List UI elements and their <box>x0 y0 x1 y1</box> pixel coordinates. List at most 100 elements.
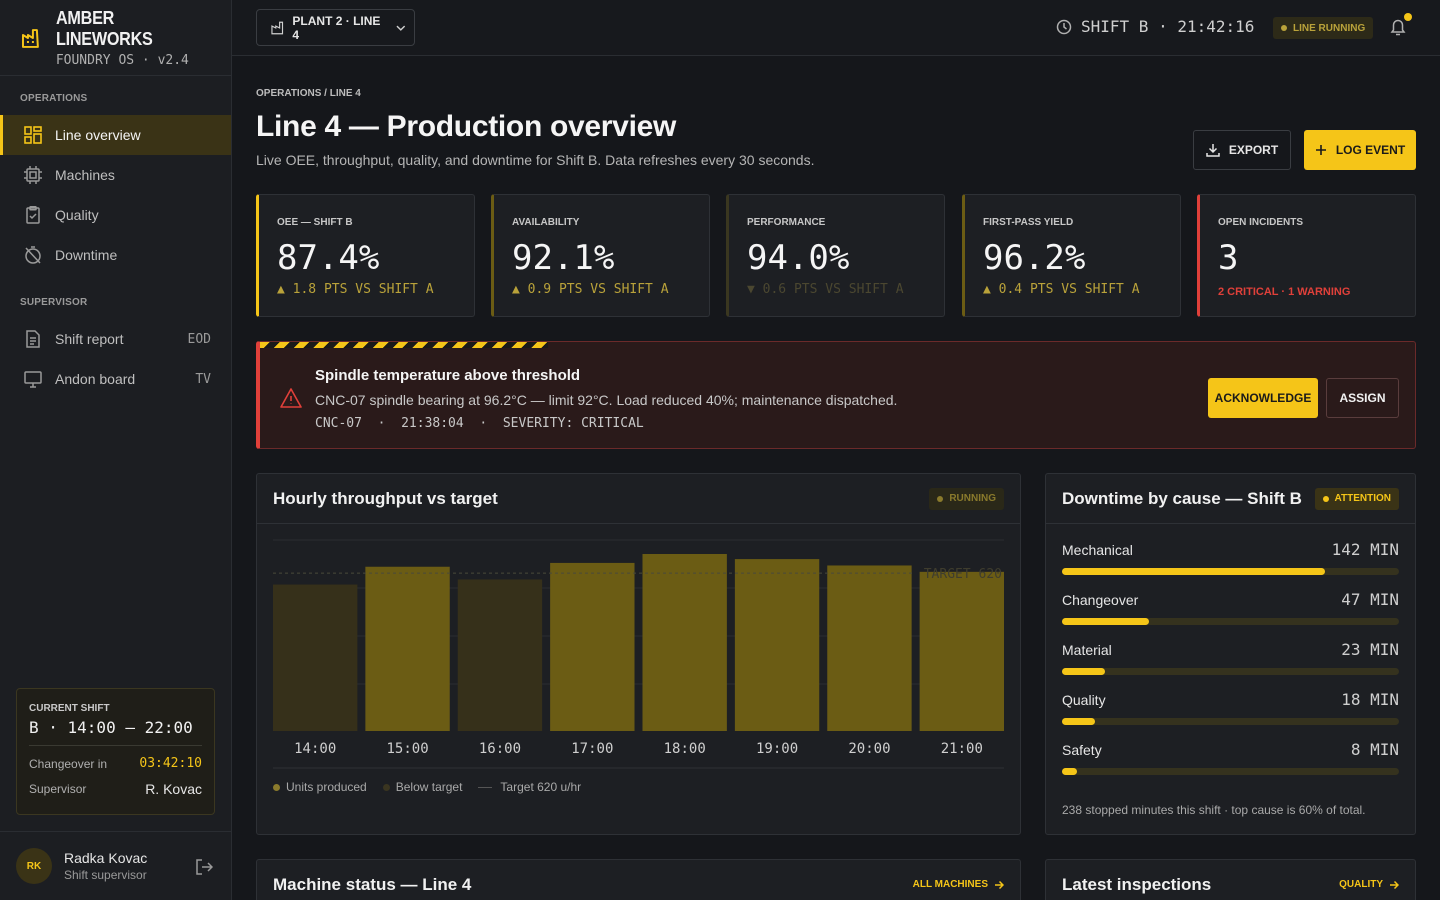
line-status-badge: LINE RUNNING <box>1273 17 1374 39</box>
monitor-icon <box>24 370 42 388</box>
sidebar-item-label: Andon board <box>55 371 136 387</box>
kpi-label: OEE — SHIFT B <box>277 217 353 228</box>
throughput-bar <box>827 565 912 731</box>
supervisor-row: Supervisor R. Kovac <box>29 781 202 797</box>
quality-link[interactable]: QUALITY <box>1339 879 1399 890</box>
kpi-card-open-incidents: OPEN INCIDENTS 3 2 CRITICAL · 1 WARNING <box>1197 194 1416 317</box>
clock-icon <box>1056 19 1072 34</box>
clipboard-check-icon <box>24 206 42 224</box>
sidebar-item-machines[interactable]: Machines <box>0 155 231 195</box>
sidebar-item-shift-report[interactable]: Shift report EOD <box>0 319 231 359</box>
throughput-bar <box>457 579 543 731</box>
kpi-delta: ▼ 0.6 PTS VS SHIFT A <box>747 282 904 297</box>
downtime-bar-track <box>1062 618 1399 625</box>
link-label: QUALITY <box>1339 879 1383 890</box>
downtime-bar-fill <box>1062 718 1096 725</box>
arrow-right-icon <box>995 880 1004 889</box>
kpi-delta: ▲ 1.8 PTS VS SHIFT A <box>277 282 434 297</box>
kpi-card-performance: PERFORMANCE 94.0% ▼ 0.6 PTS VS SHIFT A <box>726 194 945 317</box>
legend-line <box>478 786 493 788</box>
kpi-card-first-pass-yield: FIRST-PASS YIELD 96.2% ▲ 0.4 PTS VS SHIF… <box>962 194 1181 317</box>
timer-off-icon <box>24 246 42 264</box>
plant-line-select[interactable]: PLANT 2 · LINE 4 <box>256 9 415 46</box>
downtime-bar-track <box>1062 768 1399 775</box>
downtime-cause: Mechanical <box>1062 541 1133 558</box>
export-label: EXPORT <box>1228 143 1279 157</box>
sidebar-item-andon-board[interactable]: Andon board TV <box>0 359 231 399</box>
attention-badge-text: ATTENTION <box>1334 493 1391 504</box>
downtime-minutes: 47 MIN <box>1341 590 1399 609</box>
attention-badge: ATTENTION <box>1314 487 1399 510</box>
changeover-row: Changeover in 03:42:10 <box>29 756 202 771</box>
logout-icon[interactable] <box>195 858 213 876</box>
downtime-minutes: 142 MIN <box>1331 540 1399 559</box>
legend-target: Target 620 u/hr <box>478 780 581 794</box>
kpi-value: 87.4% <box>277 238 380 278</box>
sidebar-item-quality[interactable]: Quality <box>0 195 231 235</box>
hazard-stripe <box>260 342 548 348</box>
current-shift-label: CURRENT SHIFT <box>29 703 110 714</box>
throughput-chart: 14:00 15:00 16:00 17:00 18:00 19:00 20:00 21:00… <box>273 539 1004 769</box>
chevron-down-icon <box>396 25 406 31</box>
x-tick-label: 20:00 <box>848 741 890 757</box>
plus-icon <box>1315 145 1326 155</box>
changeover-label: Changeover in <box>29 756 108 771</box>
download-icon <box>1206 144 1220 157</box>
kpi-label: FIRST-PASS YIELD <box>983 217 1074 228</box>
kpi-value: 96.2% <box>983 238 1086 278</box>
breadcrumb: OPERATIONS / LINE 4 <box>256 88 361 99</box>
downtime-cause: Quality <box>1062 691 1106 708</box>
x-tick-label: 17:00 <box>571 741 613 757</box>
critical-alert: Spindle temperature above threshold CNC-… <box>256 341 1416 449</box>
warning-triangle-icon <box>280 388 302 408</box>
page-subtitle: Live OEE, throughput, quality, and downt… <box>256 152 815 168</box>
kpi-value: 92.1% <box>512 238 615 278</box>
sidebar-item-label: Line overview <box>55 127 141 143</box>
shift-clock: SHIFT B · 21:42:16 <box>1056 17 1254 36</box>
sidebar-item-line-overview[interactable]: Line overview <box>0 115 231 155</box>
current-shift-card: CURRENT SHIFT B · 14:00 – 22:00 Changeov… <box>16 688 215 815</box>
downtime-footer: 238 stopped minutes this shift · top cau… <box>1062 803 1366 817</box>
kpi-delta: ▲ 0.4 PTS VS SHIFT A <box>983 282 1140 297</box>
current-shift-time: B · 14:00 – 22:00 <box>29 718 202 746</box>
sidebar-item-downtime[interactable]: Downtime <box>0 235 231 275</box>
alert-description: CNC-07 spindle bearing at 96.2°C — limit… <box>315 392 898 408</box>
legend-produced: Units produced <box>273 780 367 794</box>
panel-title: Downtime by cause — Shift B <box>1062 488 1302 508</box>
downtime-bar-fill <box>1062 568 1325 575</box>
export-button[interactable]: EXPORT <box>1193 130 1291 170</box>
downtime-row: Changeover 47 MIN <box>1062 590 1399 625</box>
kpi-card-oee: OEE — SHIFT B 87.4% ▲ 1.8 PTS VS SHIFT A <box>256 194 475 317</box>
assign-button[interactable]: ASSIGN <box>1326 378 1399 418</box>
log-event-button[interactable]: LOG EVENT <box>1304 130 1416 170</box>
legend-label: Units produced <box>286 780 367 794</box>
nav-section-supervisor: SUPERVISOR <box>20 297 88 308</box>
sidebar: AMBER LINEWORKS FOUNDRY OS · v2.4 OPERAT… <box>0 0 232 900</box>
acknowledge-button[interactable]: ACKNOWLEDGE <box>1208 378 1318 418</box>
throughput-bar <box>642 554 727 731</box>
kpi-label: OPEN INCIDENTS <box>1218 217 1304 228</box>
downtime-cause: Safety <box>1062 741 1102 758</box>
user-role: Shift supervisor <box>64 868 147 882</box>
downtime-row: Material 23 MIN <box>1062 640 1399 675</box>
status-dot-icon <box>937 495 944 502</box>
downtime-row: Mechanical 142 MIN <box>1062 540 1399 575</box>
legend-swatch <box>273 783 280 791</box>
all-machines-link[interactable]: ALL MACHINES <box>913 879 1004 890</box>
bell-icon[interactable] <box>1388 17 1408 37</box>
plant-line-label: PLANT 2 · LINE 4 <box>292 13 381 42</box>
kpi-delta: 2 CRITICAL · 1 WARNING <box>1218 286 1351 298</box>
downtime-bar-fill <box>1062 668 1105 675</box>
x-tick-label: 16:00 <box>479 741 521 757</box>
throughput-bar <box>550 562 635 731</box>
panel-title: Latest inspections <box>1062 874 1212 894</box>
cpu-icon <box>24 166 42 184</box>
user-profile[interactable]: RK Radka Kovac Shift supervisor <box>0 831 231 900</box>
downtime-bar-fill <box>1062 618 1150 625</box>
downtime-bar-track <box>1062 568 1399 575</box>
kpi-delta: ▲ 0.9 PTS VS SHIFT A <box>512 282 669 297</box>
sidebar-item-label: Quality <box>55 207 99 223</box>
x-tick-label: 14:00 <box>294 741 336 757</box>
downtime-bar-track <box>1062 718 1399 725</box>
legend-swatch <box>382 783 390 791</box>
